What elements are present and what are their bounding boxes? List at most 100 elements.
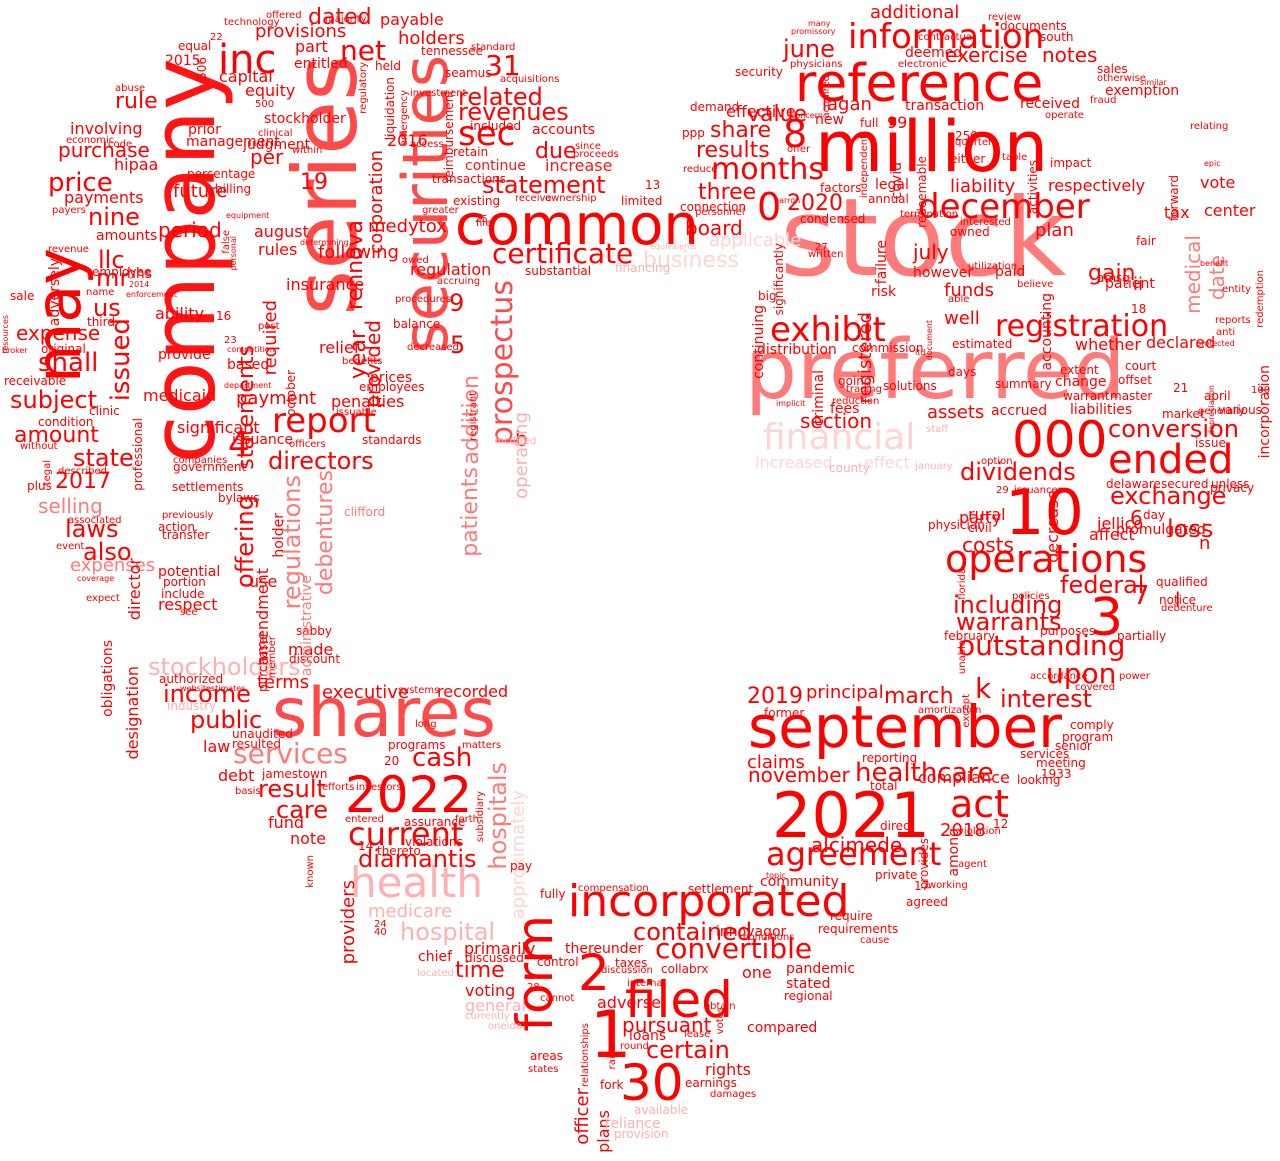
cloud-word-criminal: criminal	[811, 370, 827, 427]
cloud-word-price: price	[48, 168, 113, 198]
cloud-word-filed: filed	[625, 971, 733, 1029]
cloud-word-services-2: services	[1020, 747, 1070, 761]
cloud-word-employees: employees	[359, 380, 425, 394]
cloud-word-covered: covered	[1075, 682, 1116, 693]
cloud-word-patients: patients	[458, 467, 483, 557]
cloud-word-preferred: preferred	[745, 323, 1126, 418]
cloud-word-approximately: approximately	[508, 790, 529, 920]
cloud-word-revenues: revenues	[458, 98, 569, 126]
cloud-word-declared: declared	[1146, 333, 1216, 352]
cloud-word-damages: damages	[710, 1089, 757, 1100]
cloud-word-relating: relating	[1190, 121, 1229, 132]
cloud-word-private: private	[875, 868, 918, 882]
cloud-word-standard: standard	[471, 42, 516, 53]
cloud-word-december: december	[918, 187, 1090, 227]
cloud-word-promulgated: promulgated	[1116, 522, 1206, 538]
cloud-word-internal: internal	[627, 978, 666, 989]
cloud-word-majority: majority	[325, 14, 367, 25]
cloud-word-anti: anti	[1216, 327, 1236, 338]
cloud-word-assurance: assurance	[404, 815, 466, 829]
cloud-word-agreement: agreement	[766, 835, 942, 873]
cloud-word-result: result	[258, 775, 326, 803]
cloud-word-equipment: equipment	[226, 211, 270, 220]
cloud-word-future: future	[173, 181, 228, 202]
cloud-word-received: received	[1020, 96, 1081, 112]
cloud-word-relationships: relationships	[580, 1023, 591, 1087]
cloud-word-meeting: meeting	[1036, 756, 1086, 770]
cloud-word-us: us	[93, 294, 121, 322]
cloud-word-since: since	[575, 141, 601, 152]
cloud-word-similar: similar	[1140, 78, 1167, 87]
cloud-word-post: post	[258, 321, 280, 332]
cloud-word-various: various	[1218, 403, 1262, 417]
cloud-word-investment: investment	[410, 88, 467, 99]
cloud-word-however: however	[913, 265, 974, 281]
cloud-word-significantly: significantly	[772, 243, 786, 316]
cloud-word-impact: impact	[1050, 156, 1092, 170]
cloud-word-1: 1	[590, 998, 632, 1073]
cloud-word-made: made	[288, 640, 334, 659]
cloud-word-discussion: discussion	[601, 965, 653, 976]
cloud-word-court: court	[1125, 359, 1157, 373]
cloud-word-current: current	[348, 815, 464, 853]
cloud-word-long: long	[415, 719, 437, 730]
cloud-word-reports: reports	[1215, 315, 1251, 326]
cloud-word-22: 22	[210, 32, 223, 43]
cloud-word-stock: stock	[780, 176, 1067, 301]
cloud-word-operating: operating	[511, 412, 532, 499]
cloud-word-document: document	[925, 320, 934, 361]
cloud-word-affect: affect	[1089, 525, 1135, 544]
cloud-word-statement: statement	[482, 171, 606, 199]
cloud-word-dated: dated	[308, 5, 372, 30]
cloud-word-full: full	[860, 116, 879, 130]
cloud-word-increased: increased	[755, 453, 833, 472]
cloud-word-comply: comply	[1070, 718, 1114, 732]
cloud-word-14: 14	[358, 839, 374, 853]
cloud-word-compensation: compensation	[578, 883, 649, 894]
cloud-word-reduce: reduce	[683, 164, 718, 175]
cloud-word-day: day	[1143, 508, 1166, 522]
cloud-word-inc: inc	[218, 37, 277, 83]
cloud-word-per: per	[250, 145, 284, 169]
cloud-word-patient: patient	[1105, 276, 1155, 292]
cloud-word-ended: ended	[1108, 437, 1234, 483]
cloud-word-28: 28	[527, 982, 540, 993]
cloud-word-industry: industry	[167, 699, 217, 713]
cloud-word-mr: mr	[96, 264, 130, 292]
cloud-word-common: common	[455, 193, 699, 258]
cloud-word-amortization: amortization	[918, 705, 982, 716]
cloud-word-accounting: accounting	[1039, 293, 1055, 371]
cloud-word-substantial: substantial	[525, 264, 592, 278]
cloud-word-sabby: sabby	[296, 624, 332, 638]
cloud-word-systems: systems	[398, 685, 440, 696]
cloud-word-obtain: obtain	[704, 1001, 736, 1012]
cloud-word-big: big	[758, 289, 777, 303]
cloud-word-n: n	[1199, 533, 1211, 554]
cloud-word-cause: cause	[860, 935, 890, 946]
cloud-word-continue: continue	[465, 158, 526, 174]
cloud-word-llc: llc	[98, 246, 125, 274]
cloud-word-whether: whether	[1075, 335, 1141, 354]
cloud-word-contractual: contractual	[918, 32, 975, 43]
cloud-word-accrued: accrued	[991, 403, 1048, 419]
cloud-word-stated: stated	[786, 976, 831, 992]
cloud-word-proceeds: proceeds	[573, 149, 619, 160]
cloud-word-period: period	[158, 218, 222, 242]
cloud-word-lease: lease	[684, 1029, 711, 1040]
cloud-word-county: county	[829, 461, 870, 475]
cloud-word-clifford: clifford	[344, 505, 386, 519]
cloud-word-see: see	[180, 607, 198, 618]
cloud-word-community: community	[760, 874, 839, 890]
cloud-word-rights: rights	[705, 1060, 751, 1079]
cloud-word-operations: operations	[945, 537, 1148, 581]
cloud-word-raise: raise	[607, 1045, 618, 1070]
cloud-word-500: 500	[255, 99, 275, 110]
cloud-word-6: 6	[1130, 506, 1143, 530]
cloud-word-notice: notice	[1159, 593, 1196, 607]
cloud-word-market: market	[1162, 407, 1205, 421]
cloud-word-23: 23	[224, 335, 237, 346]
cloud-word-nine: nine	[88, 203, 140, 231]
cloud-word-purchase: purchase	[58, 138, 150, 162]
cloud-word-warrants: warrants	[956, 608, 1062, 636]
